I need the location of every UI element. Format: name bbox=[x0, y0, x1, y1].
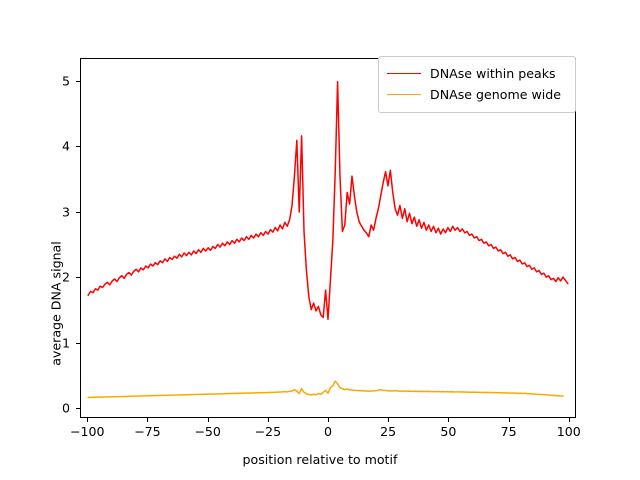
series-line-dnase-genome-wide bbox=[87, 380, 564, 399]
legend: DNAse within peaks DNAse genome wide bbox=[378, 56, 576, 113]
x-tick-label: −100 bbox=[69, 424, 105, 439]
x-tick-mark bbox=[87, 418, 89, 422]
x-tick-label: −25 bbox=[254, 424, 282, 439]
legend-item-dnase-genome-wide[interactable]: DNAse genome wide bbox=[387, 84, 567, 105]
x-tick-label: −75 bbox=[134, 424, 161, 439]
y-tick-mark bbox=[76, 211, 80, 213]
series-line-dnase-within-peaks bbox=[87, 81, 569, 321]
x-tick-label: 100 bbox=[556, 424, 581, 439]
y-tick-label: 1 bbox=[61, 335, 70, 351]
y-tick-mark bbox=[76, 342, 80, 344]
y-tick-mark bbox=[76, 80, 80, 82]
x-tick-mark bbox=[508, 418, 510, 422]
plot-area bbox=[80, 58, 576, 418]
plot-svg bbox=[87, 81, 569, 399]
y-tick-label: 4 bbox=[61, 138, 70, 154]
x-tick-mark bbox=[568, 418, 570, 422]
x-tick-mark bbox=[147, 418, 149, 422]
x-tick-label: 75 bbox=[500, 424, 517, 439]
y-tick-label: 3 bbox=[61, 204, 70, 220]
x-tick-mark bbox=[328, 418, 329, 422]
x-tick-label: 0 bbox=[323, 424, 333, 439]
x-tick-mark bbox=[448, 418, 450, 422]
legend-swatch-red bbox=[387, 73, 421, 74]
y-tick-label: 5 bbox=[61, 73, 70, 89]
y-axis-label-wrapper: average DNA signal bbox=[30, 58, 64, 418]
legend-label: DNAse within peaks bbox=[430, 66, 556, 81]
x-tick-mark bbox=[388, 418, 390, 422]
x-axis-label: position relative to motif bbox=[242, 452, 398, 467]
y-tick-mark bbox=[76, 277, 80, 279]
y-tick-mark bbox=[76, 408, 80, 410]
legend-swatch-orange bbox=[387, 94, 421, 95]
y-tick-label: 2 bbox=[61, 269, 70, 285]
x-tick-mark bbox=[267, 418, 269, 422]
x-tick-label: 50 bbox=[440, 424, 457, 439]
x-tick-mark bbox=[207, 418, 209, 422]
x-tick-label: −50 bbox=[194, 424, 221, 439]
y-tick-mark bbox=[76, 146, 80, 148]
legend-label: DNAse genome wide bbox=[430, 87, 562, 102]
legend-item-dnase-within-peaks[interactable]: DNAse within peaks bbox=[387, 63, 567, 84]
y-axis-label: average DNA signal bbox=[48, 241, 64, 366]
x-tick-label: 25 bbox=[380, 424, 397, 439]
y-tick-label: 0 bbox=[61, 400, 70, 416]
